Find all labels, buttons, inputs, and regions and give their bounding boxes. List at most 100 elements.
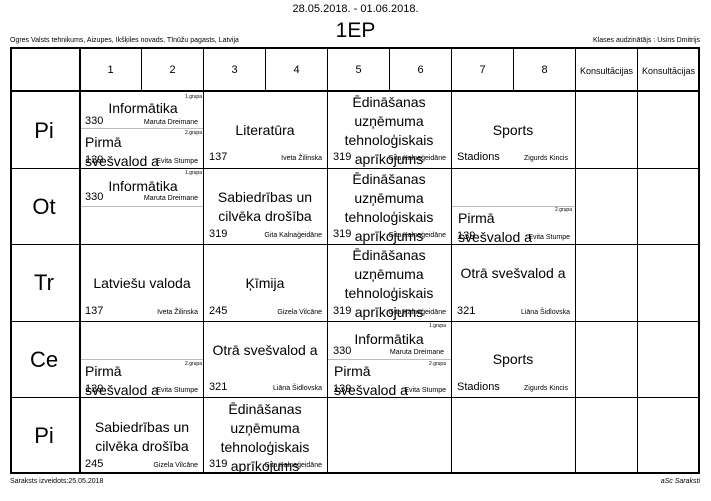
col-divider: [203, 47, 204, 474]
lesson-room: 139: [333, 383, 352, 395]
timetable-grid: [10, 47, 700, 474]
lesson-subject: Literatūra: [235, 122, 295, 138]
day-label: Pi: [34, 423, 54, 448]
lesson-group: 1.grupa: [185, 170, 202, 176]
col-divider: [389, 47, 390, 92]
lesson-room: 245: [209, 305, 228, 317]
group-divider: [81, 206, 203, 207]
lesson-teacher: Evita Stumpe: [156, 158, 198, 165]
period-header: 7: [479, 64, 486, 76]
lesson-teacher: Evita Stumpe: [404, 387, 446, 394]
period-header: 3: [231, 64, 238, 76]
group-divider: [452, 206, 575, 207]
lesson-subject: Ēdināšanas uzņēmuma tehnoloģiskais aprīk…: [220, 401, 310, 474]
lesson-subject: Pirmā svešvalod a: [334, 363, 408, 398]
lesson-teacher: Gizela Vilcāne: [153, 462, 198, 469]
header-row-divider: [10, 90, 700, 92]
lesson-subject: Pirmā svešvalod a: [85, 134, 159, 169]
lesson-subject: Latviešu valoda: [93, 275, 191, 291]
lesson-teacher: Zigurds Kincis: [524, 385, 568, 392]
period-header: 1: [107, 64, 114, 76]
day-column-divider: [79, 47, 81, 474]
col-divider: [637, 47, 638, 474]
lesson-room: 139: [85, 383, 104, 395]
lesson-group: 2.grupa: [185, 130, 202, 136]
lesson-room: 330: [85, 115, 104, 127]
lesson-room: 139: [85, 154, 104, 166]
period-header: 5: [355, 64, 362, 76]
school-name: Ogres Valsts tehnikums, Aizupes, Ikšķile…: [10, 37, 239, 44]
period-header: Konsultācijas: [579, 66, 634, 76]
lesson-teacher: Gizela Vilcāne: [277, 309, 322, 316]
lesson-subject: Ēdināšanas uzņēmuma tehnoloģiskais aprīk…: [344, 171, 434, 244]
lesson-teacher: Gita Kalnaģeidāne: [264, 232, 322, 239]
lesson-group: 2.grupa: [555, 207, 572, 213]
lesson-teacher: Liāna Šidlovska: [272, 385, 322, 392]
lesson-room: 319: [209, 458, 228, 470]
day-label: Pi: [34, 118, 54, 143]
lesson-subject: Sabiedrības un cilvēka drošība: [217, 189, 313, 224]
col-divider: [141, 47, 142, 92]
col-divider: [513, 47, 514, 92]
row-divider: [10, 244, 700, 245]
day-label: Tr: [34, 270, 54, 295]
day-label: Ce: [29, 347, 59, 372]
group-divider: [81, 359, 203, 360]
col-divider: [265, 47, 266, 92]
lesson-teacher: Gita Kalnaģeidāne: [388, 232, 446, 239]
lesson-group: 1.grupa: [185, 94, 202, 100]
lesson-room: 321: [209, 381, 228, 393]
lesson-subject: Otrā svešvalod a: [212, 342, 318, 358]
lesson-group: 2.grupa: [429, 361, 446, 367]
class-title: 1EP: [335, 19, 376, 42]
col-divider: [327, 47, 328, 474]
day-label: Ot: [32, 194, 56, 219]
class-supervisor: Klases audzinātājs : Usins Dmitrijs: [593, 37, 700, 44]
lesson-subject: Ēdināšanas uzņēmuma tehnoloģiskais aprīk…: [344, 94, 434, 167]
lesson-teacher: Iveta Žilinska: [281, 155, 322, 162]
lesson-room: 319: [209, 228, 228, 240]
lesson-room: 330: [333, 345, 352, 357]
period-header: 4: [293, 64, 300, 76]
lesson-subject: Informātika: [108, 100, 178, 116]
period-header: 8: [541, 64, 548, 76]
lesson-teacher: Gita Kalnaģeidāne: [388, 309, 446, 316]
lesson-room: 319: [333, 305, 352, 317]
lesson-teacher: Gita Kalnaģeidāne: [388, 155, 446, 162]
lesson-teacher: Liāna Šidlovska: [520, 309, 570, 316]
lesson-room: 137: [209, 151, 228, 163]
brand-label: aSc Saraksti: [660, 478, 700, 485]
lesson-subject: Sports: [492, 351, 534, 367]
lesson-room: 321: [457, 305, 476, 317]
lesson-teacher: Gita Kalnaģeidāne: [264, 462, 322, 469]
row-divider: [10, 168, 700, 169]
lesson-subject: Sabiedrības un cilvēka drošība: [94, 419, 190, 454]
lesson-subject: Ķīmija: [245, 275, 285, 291]
lesson-teacher: Maruta Dreimane: [389, 349, 444, 356]
lesson-teacher: Maruta Dreimane: [143, 195, 198, 202]
lesson-subject: Informātika: [354, 331, 424, 347]
row-divider: [10, 397, 700, 398]
col-divider: [451, 47, 452, 474]
lesson-room: 245: [85, 458, 104, 470]
lesson-group: 2.grupa: [185, 361, 202, 367]
lesson-room: Stadions: [457, 151, 500, 163]
lesson-room: 319: [333, 228, 352, 240]
date-range: 28.05.2018. - 01.06.2018.: [292, 3, 419, 15]
lesson-room: 330: [85, 191, 104, 203]
lesson-subject: Informātika: [108, 178, 178, 194]
lesson-teacher: Zigurds Kincis: [524, 155, 568, 162]
period-header: 6: [417, 64, 424, 76]
lesson-subject: Ēdināšanas uzņēmuma tehnoloģiskais aprīk…: [344, 247, 434, 320]
lesson-subject: Pirmā svešvalod a: [85, 363, 159, 398]
lesson-teacher: Iveta Žilinska: [157, 309, 198, 316]
lesson-room: 137: [85, 305, 104, 317]
group-divider: [81, 128, 203, 129]
row-divider: [10, 321, 700, 322]
lesson-teacher: Evita Stumpe: [528, 234, 570, 241]
created-date: Saraksts izveidots:25.05.2018: [10, 478, 104, 485]
lesson-teacher: Maruta Dreimane: [143, 119, 198, 126]
lesson-subject: Pirmā svešvalod a: [458, 210, 532, 245]
period-header: 2: [169, 64, 176, 76]
col-divider: [575, 47, 576, 474]
